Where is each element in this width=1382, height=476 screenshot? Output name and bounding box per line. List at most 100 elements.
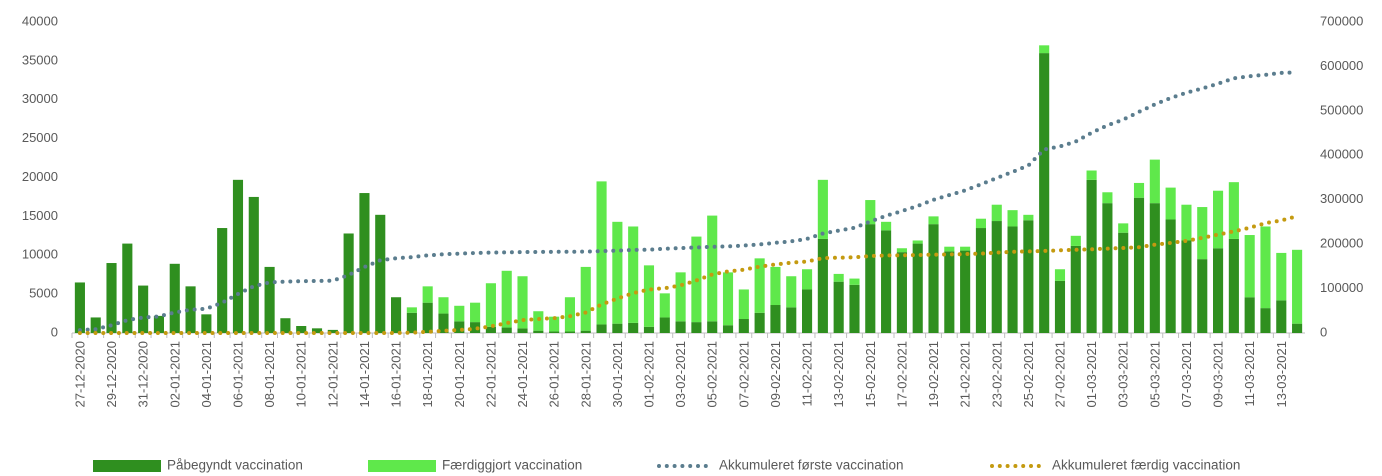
bar: [1244, 297, 1255, 333]
bar: [738, 319, 749, 333]
bar: [1102, 192, 1113, 204]
bar: [1149, 203, 1160, 333]
bar: [422, 286, 433, 303]
bar: [438, 297, 449, 314]
bar: [1007, 226, 1018, 333]
bar: [264, 266, 275, 333]
bar: [1276, 252, 1287, 301]
bar: [1133, 182, 1145, 198]
bar: [406, 307, 417, 313]
bar: [691, 322, 702, 333]
x-tick-label: 25-02-2021: [1021, 341, 1036, 408]
bar: [1118, 223, 1129, 233]
y-tick-label: 10000: [22, 247, 58, 262]
bar: [138, 285, 149, 333]
bar: [833, 273, 844, 282]
x-tick-label: 14-01-2021: [357, 341, 372, 408]
x-tick-label: 13-02-2021: [831, 341, 846, 408]
x-tick-label: 06-01-2021: [230, 341, 245, 408]
bar: [359, 193, 370, 333]
x-tick-label: 19-02-2021: [926, 341, 941, 408]
bar: [881, 221, 892, 231]
bar: [754, 312, 765, 333]
y-tick-label: 30000: [22, 91, 58, 106]
line-series: [77, 70, 1300, 333]
bar: [1228, 182, 1239, 239]
bar: [74, 282, 85, 333]
bar: [1165, 187, 1176, 220]
bar: [865, 200, 876, 225]
y-tick-label: 35000: [22, 52, 58, 67]
bar: [975, 228, 987, 333]
bar: [944, 246, 955, 252]
bar: [770, 266, 781, 306]
bar: [1197, 207, 1208, 260]
x-tick-label: 03-02-2021: [673, 341, 688, 408]
bar: [722, 325, 734, 333]
bar: [643, 265, 655, 327]
y2-tick-label: 500000: [1320, 102, 1363, 117]
bar: [217, 228, 228, 333]
bar: [549, 316, 560, 332]
legend-swatch: [93, 460, 161, 472]
bar: [1039, 53, 1050, 333]
x-tick-label: 30-01-2021: [610, 341, 625, 408]
bar: [1039, 45, 1050, 54]
bar: [659, 317, 670, 333]
bar: [991, 221, 1002, 333]
x-tick-label: 26-01-2021: [547, 341, 562, 408]
bar: [580, 266, 591, 331]
x-tick-label: 23-02-2021: [989, 341, 1004, 408]
bar: [849, 278, 860, 285]
bar: [248, 196, 259, 333]
bar: [707, 215, 718, 322]
x-tick-label: 27-12-2020: [72, 341, 87, 408]
bar: [185, 286, 196, 333]
bar: [1054, 280, 1066, 333]
bar: [454, 305, 465, 322]
legend-label: Færdiggjort vaccination: [442, 458, 582, 473]
bar: [580, 330, 591, 333]
bar: [90, 317, 101, 333]
bar: [1276, 300, 1287, 333]
y-tick-label: 15000: [22, 208, 58, 223]
bar: [659, 293, 670, 318]
bar: [1133, 197, 1145, 333]
bar: [485, 326, 496, 333]
bar: [770, 305, 781, 333]
x-tick-label: 04-01-2021: [199, 341, 214, 408]
bar: [485, 283, 496, 327]
bar: [722, 272, 734, 326]
bar: [501, 327, 512, 333]
bar: [612, 221, 623, 324]
bar: [406, 312, 417, 333]
x-tick-label: 09-03-2021: [1211, 341, 1226, 408]
bar: [122, 243, 133, 333]
legend-label: Akkumuleret færdig vaccination: [1052, 458, 1240, 473]
x-tick-label: 07-02-2021: [736, 341, 751, 408]
bar: [1070, 245, 1081, 333]
y-tick-label: 40000: [22, 13, 58, 28]
bar: [1086, 179, 1097, 333]
x-tick-label: 28-01-2021: [578, 341, 593, 408]
bar: [1197, 259, 1208, 333]
bar: [1007, 210, 1018, 227]
x-tick-label: 22-01-2021: [483, 341, 498, 408]
bar: [896, 252, 907, 333]
bar: [549, 331, 560, 333]
bar: [960, 246, 971, 251]
bar: [1070, 235, 1081, 246]
x-tick-label: 09-02-2021: [768, 341, 783, 408]
y2-tick-label: 600000: [1320, 58, 1363, 73]
bar: [612, 323, 623, 333]
bar: [975, 218, 987, 229]
x-tick-label: 02-01-2021: [167, 341, 182, 408]
bar: [991, 204, 1002, 222]
x-tick-label: 21-02-2021: [958, 341, 973, 408]
bar: [801, 269, 813, 290]
line-series: [77, 214, 1300, 335]
bar: [280, 318, 291, 333]
bar: [928, 216, 939, 225]
bar: [153, 315, 165, 333]
